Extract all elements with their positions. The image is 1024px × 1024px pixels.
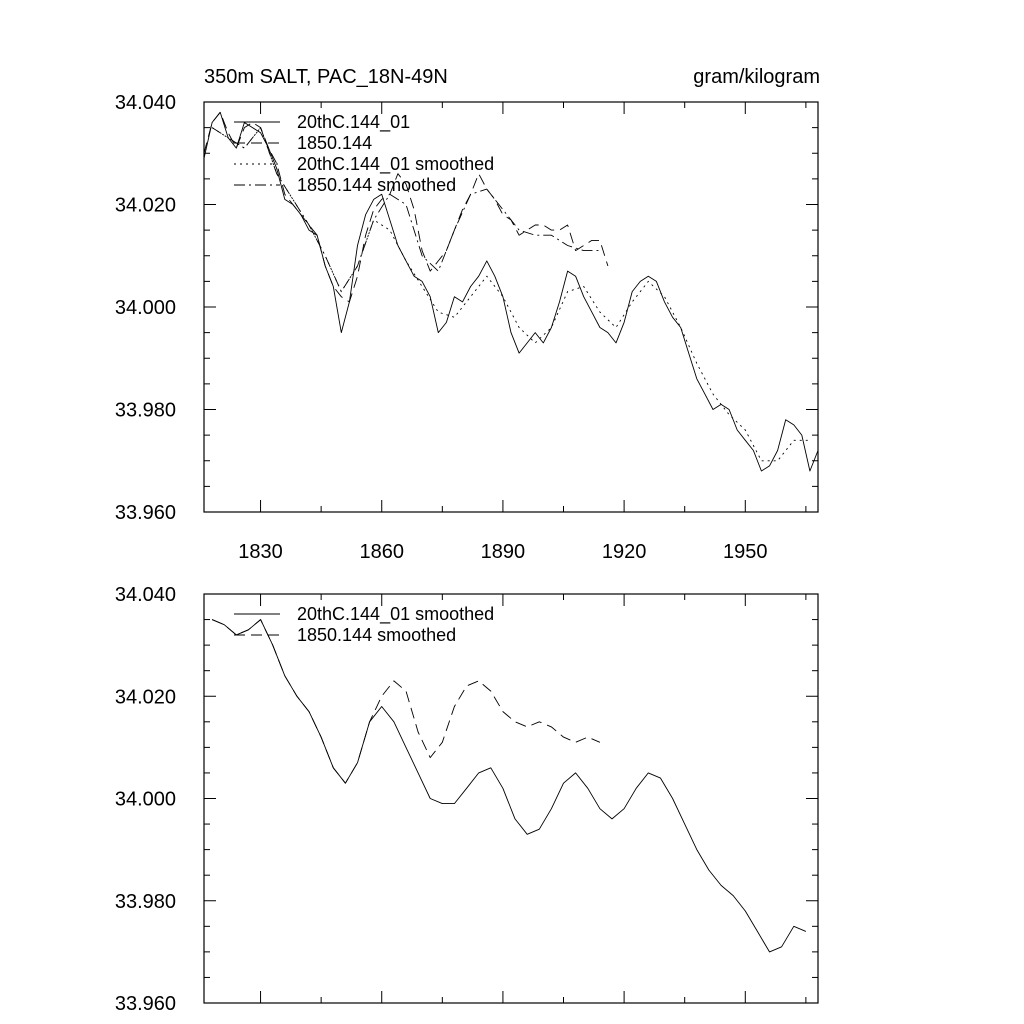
legend-label: 20thC.144_01 smoothed xyxy=(297,604,494,625)
units-label: gram/kilogram xyxy=(693,66,820,88)
y-tick-label: 34.000 xyxy=(115,297,176,319)
bottom-panel: 33.960 33.980 34.000 34.020 34.040 20thC.144_… xyxy=(115,584,819,1015)
y-tick-label: 34.000 xyxy=(115,789,176,811)
series-line xyxy=(211,619,807,953)
x-tick-label: 1950 xyxy=(723,541,768,563)
x-tick-label: 1920 xyxy=(602,541,647,563)
y-tick-label: 34.040 xyxy=(115,584,176,606)
x-tick-label: 1890 xyxy=(481,541,526,563)
series-line xyxy=(211,127,810,462)
x-tick-label: 1830 xyxy=(238,541,283,563)
top-panel: 33.960 33.980 34.000 34.020 34.040 1830 1860 18… xyxy=(115,66,820,563)
series-line xyxy=(203,111,609,303)
series-line xyxy=(211,619,601,784)
legend-label: 1850.144 smoothed xyxy=(297,175,456,195)
y-tick-label: 33.960 xyxy=(115,993,176,1015)
legend-label: 1850.144 xyxy=(297,133,372,153)
y-tick-label: 33.980 xyxy=(115,400,176,422)
legend-label: 20thC.144_01 smoothed xyxy=(297,154,494,175)
y-tick-label: 33.960 xyxy=(115,502,176,524)
x-tick-label: 1860 xyxy=(359,541,404,563)
legend-label: 20thC.144_01 xyxy=(297,112,410,133)
y-tick-label: 33.980 xyxy=(115,891,176,913)
series-line xyxy=(203,111,819,472)
plot-frame xyxy=(203,593,819,1004)
y-tick-label: 34.040 xyxy=(115,92,176,114)
series-line xyxy=(211,127,600,293)
y-tick-label: 34.020 xyxy=(115,686,176,708)
legend-label: 1850.144 smoothed xyxy=(297,625,456,645)
chart-title: 350m SALT, PAC_18N-49N xyxy=(204,66,448,88)
y-tick-label: 34.020 xyxy=(115,195,176,217)
